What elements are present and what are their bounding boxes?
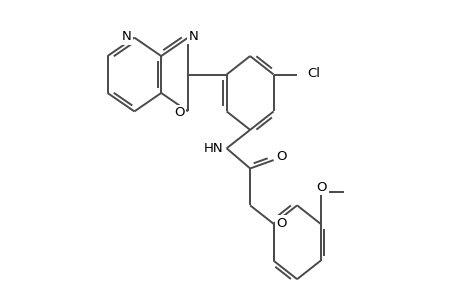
Text: HN: HN: [203, 142, 223, 155]
Text: N: N: [188, 30, 198, 43]
Text: N: N: [122, 30, 131, 44]
Text: Cl: Cl: [307, 67, 319, 80]
Text: O: O: [174, 106, 185, 119]
Text: O: O: [316, 181, 326, 194]
Text: O: O: [276, 149, 286, 163]
Text: O: O: [276, 217, 286, 230]
